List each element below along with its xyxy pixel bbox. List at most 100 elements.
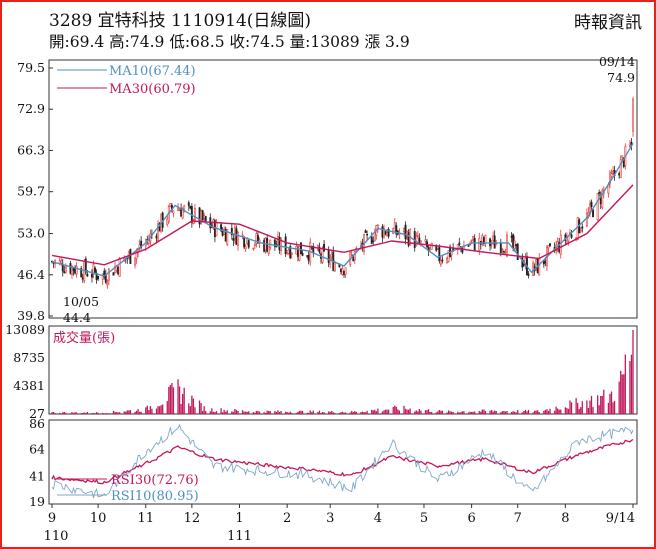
volume-bar [94,413,96,414]
candle-body [84,258,87,273]
volume-bar [103,413,105,415]
chart-title: 3289 宜特科技 1110914(日線圖) [49,11,312,31]
volume-bar [318,410,321,414]
volume-bar [407,409,410,414]
candle [286,249,289,256]
ma10-legend-label: MA10(67.44) [109,64,196,79]
volume-bar [255,410,258,414]
volume-bar [523,411,525,414]
volume-bar [92,412,95,414]
candle [301,249,304,257]
candle [263,237,266,253]
volume-bar [349,412,351,414]
volume-bar [360,412,362,414]
volume-bar [146,405,148,414]
candle [253,242,256,249]
volume-bar [220,408,222,414]
volume-bar [69,413,72,414]
volume-bar [301,410,304,414]
candle-body [247,240,250,248]
volume-bar [532,412,534,414]
candle [436,247,439,251]
candle [590,199,593,210]
volume-bar [51,412,53,414]
volume-bar [494,410,496,414]
volume-bar [235,409,238,414]
candle-body [628,145,631,147]
rsi-panel [48,419,638,505]
candle-body [237,232,239,246]
volume-bar [383,410,385,414]
volume-bar [321,411,324,414]
candle [312,243,315,258]
candle-body [60,260,63,264]
candle-body [63,271,66,273]
volume-bar [263,412,265,414]
candle [255,231,258,248]
volume-bar [198,400,201,414]
volume-bar [538,412,540,414]
volume-bar [446,412,448,414]
candle [343,270,345,278]
candle-body [166,218,169,225]
candle-body [94,267,96,273]
volume-bar [470,412,473,414]
candle [535,259,538,272]
volume-bar [420,410,422,414]
candle [601,188,604,210]
volume-bar [178,386,181,414]
candle-body [112,272,115,276]
volume-bar [501,411,503,414]
candle-body [544,261,547,264]
volume-bar [603,389,605,414]
candle-body [527,273,530,276]
volume-bar [589,400,591,414]
volume-bar [214,412,216,414]
volume-bar [527,409,530,414]
volume-bar [510,411,513,414]
volume-bar [504,411,507,414]
candle-body [253,244,256,247]
volume-bar [171,383,173,414]
volume-bar [392,406,394,414]
candle-body [280,238,282,251]
candle-body [296,249,299,257]
volume-bar [155,408,158,414]
candle [490,240,493,249]
candle-body [590,201,593,208]
volume-bar [189,406,191,414]
candle [247,239,250,250]
candle [407,229,410,248]
candle [54,259,57,269]
volume-bar [624,354,626,414]
candle [289,242,292,260]
volume-bar [125,411,127,414]
candle-body [97,275,100,280]
volume-bar [245,411,247,414]
candle-body [364,230,367,233]
candle-body [101,273,104,280]
volume-bar [145,407,147,414]
volume-bar [374,409,376,414]
candle-body [381,226,384,238]
volume-bar [86,411,88,414]
candle [106,279,109,289]
x-tick-label: 9/14 [606,511,635,526]
volume-panel [48,325,638,415]
volume-bar [363,412,365,414]
volume-bar [630,354,633,414]
candle-body [632,98,634,132]
candle-body [80,268,83,278]
candle [306,255,309,259]
candle [424,235,427,244]
candle-body [446,258,448,263]
candle [364,229,367,233]
x-tick-label: 8 [561,511,569,526]
candle-body [481,235,484,243]
candle [404,221,407,245]
candle [381,224,384,243]
candle-body [301,253,304,256]
rsi10-line [51,423,634,499]
candle [610,169,613,179]
candle [81,273,84,283]
